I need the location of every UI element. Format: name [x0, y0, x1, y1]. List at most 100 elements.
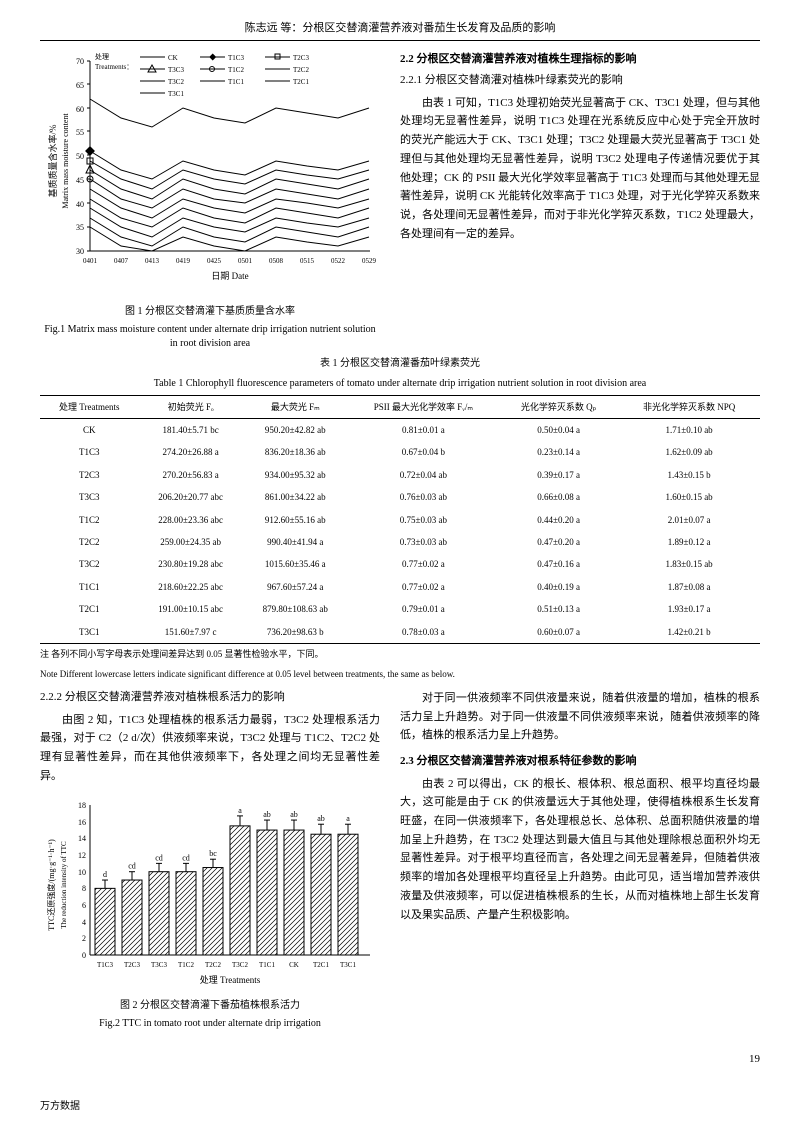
svg-text:0413: 0413	[145, 257, 160, 265]
svg-text:cd: cd	[155, 854, 163, 863]
svg-text:12: 12	[78, 851, 86, 860]
svg-text:0529: 0529	[362, 257, 377, 265]
table-row: T3C2230.80±19.28 abc1015.60±35.46 a0.77±…	[40, 553, 760, 575]
svg-text:处理 Treatments: 处理 Treatments	[200, 974, 261, 985]
section-2-2-2-para: 由图 2 知，T1C3 处理植株的根系活力最弱，T3C2 处理根系活力最强，对于…	[40, 711, 380, 786]
svg-text:T2C1: T2C1	[293, 78, 309, 86]
table-1-caption-en: Table 1 Chlorophyll fluorescence paramet…	[40, 377, 760, 391]
svg-text:基质质量含水率/%: 基质质量含水率/%	[47, 124, 58, 198]
table-header: 处理 Treatments	[40, 395, 138, 418]
table-row: T1C1218.60±22.25 abc967.60±57.24 a0.77±0…	[40, 576, 760, 598]
svg-text:14: 14	[78, 834, 86, 843]
svg-text:cd: cd	[182, 854, 190, 863]
svg-text:T3C1: T3C1	[168, 90, 184, 98]
section-2-2-1-para: 由表 1 可知，T1C3 处理初始荧光显著高于 CK、T3C1 处理，但与其他处…	[400, 94, 760, 244]
svg-text:18: 18	[78, 801, 86, 810]
figure-2-chart: 0 2 4 6 8 10 12 14 16 18 d cd cd cd bc a ab ab ab a T1C…	[40, 795, 380, 995]
svg-text:Treatments：: Treatments：	[95, 63, 133, 71]
page-number: 19	[40, 1051, 760, 1069]
svg-text:45: 45	[76, 176, 84, 185]
svg-text:T3C2: T3C2	[168, 78, 184, 86]
svg-text:0522: 0522	[331, 257, 346, 265]
svg-text:TTC还原强度/(mg·g⁻¹·h⁻¹): TTC还原强度/(mg·g⁻¹·h⁻¹)	[46, 839, 56, 931]
svg-text:CK: CK	[168, 54, 178, 62]
svg-text:T1C2: T1C2	[178, 961, 194, 969]
table-header: 非光化学猝灭系数 NPQ	[618, 395, 760, 418]
svg-text:T2C3: T2C3	[124, 961, 140, 969]
database-mark: 万方数据	[40, 1099, 760, 1115]
svg-text:60: 60	[76, 105, 84, 114]
svg-text:0515: 0515	[300, 257, 315, 265]
table-1: 处理 Treatments初始荧光 Fₒ最大荧光 FₘPSII 最大光化学效率 …	[40, 395, 760, 644]
section-2-2-1-title: 2.2.1 分根区交替滴灌对植株叶绿素荧光的影响	[400, 72, 760, 90]
section-2-2-2-title: 2.2.2 分根区交替滴灌营养液对植株根系活力的影响	[40, 689, 380, 707]
section-2-3-title: 2.3 分根区交替滴灌营养液对根系特征参数的影响	[400, 753, 760, 771]
table-1-note-en: Note Different lowercase letters indicat…	[40, 668, 760, 681]
svg-text:a: a	[346, 815, 350, 824]
svg-text:日期 Date: 日期 Date	[211, 271, 248, 281]
table-row: T1C3274.20±26.88 a836.20±18.36 ab0.67±0.…	[40, 441, 760, 463]
svg-text:bc: bc	[209, 850, 217, 859]
svg-text:4: 4	[82, 918, 86, 927]
svg-text:50: 50	[76, 152, 84, 161]
table-1-note-cn: 注 各列不同小写字母表示处理间差异达到 0.05 显著性检验水平，下同。	[40, 648, 760, 661]
svg-text:0508: 0508	[269, 257, 284, 265]
svg-text:0501: 0501	[238, 257, 253, 265]
svg-text:16: 16	[78, 818, 86, 827]
svg-text:0419: 0419	[176, 257, 191, 265]
figure-1-caption-cn: 图 1 分根区交替滴灌下基质质量含水率	[40, 305, 380, 319]
svg-text:T3C3: T3C3	[151, 961, 167, 969]
svg-text:30: 30	[76, 247, 84, 256]
running-header: 陈志远 等：分根区交替滴灌营养液对番茄生长发育及品质的影响	[40, 20, 760, 41]
svg-text:T1C1: T1C1	[259, 961, 275, 969]
section-2-2-2-para-right: 对于同一供液频率不同供液量来说，随着供液量的增加，植株的根系活力呈上升趋势。对于…	[400, 689, 760, 745]
section-2-3-para: 由表 2 可以得出，CK 的根长、根体积、根总面积、根平均直径均最大，这可能是由…	[400, 775, 760, 925]
svg-text:70: 70	[76, 57, 84, 66]
svg-text:a: a	[238, 806, 242, 815]
svg-text:T3C3: T3C3	[168, 66, 184, 74]
svg-text:T3C2: T3C2	[232, 961, 248, 969]
table-1-caption-cn: 表 1 分根区交替滴灌番茄叶绿素荧光	[40, 357, 760, 371]
svg-text:55: 55	[76, 128, 84, 137]
table-header: 初始荧光 Fₒ	[138, 395, 242, 418]
svg-text:处理: 处理	[95, 52, 109, 61]
svg-text:cd: cd	[128, 862, 136, 871]
section-2-2-title: 2.2 分根区交替滴灌营养液对植株生理指标的影响	[400, 51, 760, 69]
table-row: T3C1151.60±7.97 c736.20±98.63 b0.78±0.03…	[40, 621, 760, 644]
svg-text:ab: ab	[317, 815, 325, 824]
svg-text:0: 0	[82, 951, 86, 960]
figure-2-caption-cn: 图 2 分根区交替滴灌下番茄植株根系活力	[40, 999, 380, 1013]
svg-text:T1C1: T1C1	[228, 78, 244, 86]
svg-text:The reduction intensity of TTC: The reduction intensity of TTC	[60, 841, 68, 929]
svg-text:ab: ab	[263, 810, 271, 819]
svg-text:T1C3: T1C3	[228, 54, 244, 62]
svg-text:0401: 0401	[83, 257, 98, 265]
table-row: T1C2228.00±23.36 abc912.60±55.16 ab0.75±…	[40, 509, 760, 531]
svg-text:0407: 0407	[114, 257, 129, 265]
table-row: CK181.40±5.71 bc950.20±42.82 ab0.81±0.01…	[40, 418, 760, 441]
svg-text:Matrix mass moisture content: Matrix mass moisture content	[61, 112, 70, 208]
svg-text:6: 6	[82, 901, 86, 910]
figure-2-caption-en: Fig.2 TTC in tomato root under alternate…	[40, 1017, 380, 1031]
table-row: T3C3206.20±20.77 abc861.00±34.22 ab0.76±…	[40, 486, 760, 508]
table-row: T2C1191.00±10.15 abc879.80±108.63 ab0.79…	[40, 598, 760, 620]
svg-text:T2C2: T2C2	[293, 66, 309, 74]
svg-text:T2C2: T2C2	[205, 961, 221, 969]
svg-text:10: 10	[78, 868, 86, 877]
svg-text:CK: CK	[289, 961, 299, 969]
svg-text:ab: ab	[290, 810, 298, 819]
svg-text:8: 8	[82, 884, 86, 893]
svg-text:T3C1: T3C1	[340, 961, 356, 969]
svg-text:T2C3: T2C3	[293, 54, 309, 62]
svg-text:0425: 0425	[207, 257, 222, 265]
table-header: 光化学猝灭系数 Qₚ	[499, 395, 618, 418]
svg-text:2: 2	[82, 934, 86, 943]
svg-text:T2C1: T2C1	[313, 961, 329, 969]
table-header: 最大荧光 Fₘ	[243, 395, 348, 418]
svg-text:65: 65	[76, 81, 84, 90]
svg-text:35: 35	[76, 223, 84, 232]
svg-text:T1C3: T1C3	[97, 961, 113, 969]
svg-text:d: d	[103, 870, 107, 879]
table-row: T2C2259.00±24.35 ab990.40±41.94 a0.73±0.…	[40, 531, 760, 553]
svg-text:T1C2: T1C2	[228, 66, 244, 74]
